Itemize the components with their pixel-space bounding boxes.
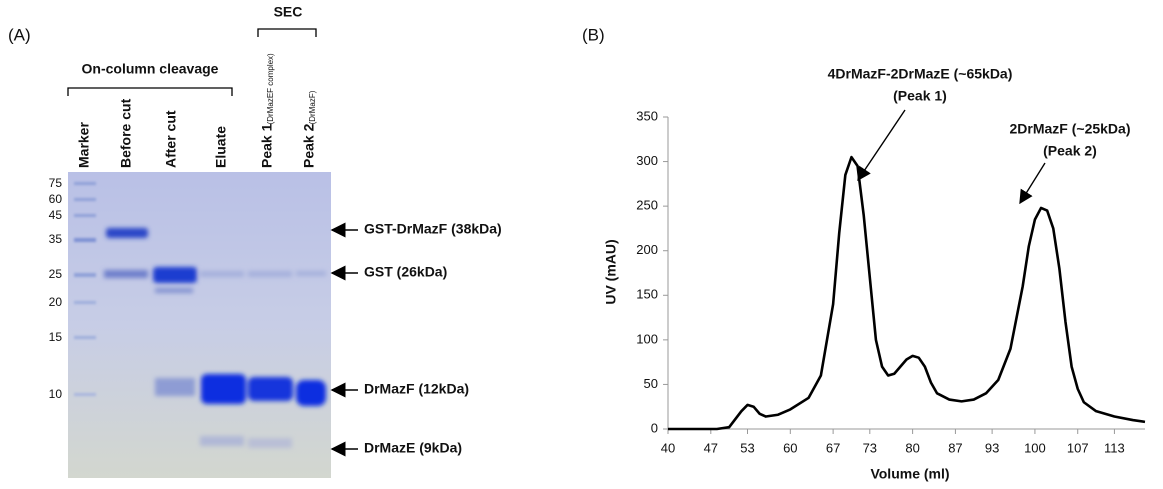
x-tick-label: 53 — [740, 440, 754, 455]
y-tick-label: 250 — [636, 198, 658, 213]
y-tick-label: 0 — [651, 420, 658, 435]
annotation: (Peak 2) — [1043, 143, 1097, 159]
annotation: 2DrMazF (~25kDa) — [1010, 121, 1131, 137]
lane-note: (DrMazEF complex) — [266, 53, 275, 124]
x-tick-label: 73 — [863, 440, 877, 455]
y-tick-label: 350 — [636, 108, 658, 123]
x-axis-label: Volume (ml) — [870, 466, 949, 482]
group-label: SEC — [274, 4, 303, 20]
band-label: DrMazE (9kDa) — [364, 440, 462, 456]
panel-label: (A) — [8, 25, 31, 44]
panel-label: (B) — [582, 25, 605, 44]
y-tick-label: 300 — [636, 153, 658, 168]
x-tick-label: 80 — [905, 440, 919, 455]
marker-size-label: 60 — [49, 192, 63, 206]
band-label: DrMazF (12kDa) — [364, 381, 469, 397]
annotation: (Peak 1) — [893, 88, 947, 104]
marker-size-label: 45 — [49, 208, 63, 222]
x-tick-label: 113 — [1104, 440, 1125, 455]
y-tick-label: 50 — [644, 376, 658, 391]
x-tick-label: 40 — [661, 440, 675, 455]
lane-label: Before cut — [118, 98, 134, 168]
x-tick-label: 47 — [704, 440, 718, 455]
lane-label: Eluate — [213, 126, 229, 168]
lane-label: Marker — [76, 122, 92, 168]
x-tick-label: 67 — [826, 440, 840, 455]
annotation: 4DrMazF-2DrMazE (~65kDa) — [828, 66, 1013, 82]
x-tick-label: 87 — [948, 440, 962, 455]
marker-size-label: 75 — [49, 176, 63, 190]
lane-label: After cut — [163, 110, 179, 168]
marker-size-label: 35 — [49, 232, 63, 246]
bracket — [258, 29, 316, 37]
band-label: GST (26kDa) — [364, 264, 447, 280]
group-label: On-column cleavage — [82, 61, 219, 77]
band-arrows — [332, 230, 358, 449]
y-tick-label: 150 — [636, 287, 658, 302]
line-series — [668, 157, 1145, 429]
x-tick-label: 107 — [1067, 440, 1089, 455]
y-axis-label: UV (mAU) — [603, 239, 619, 304]
x-tick-label: 93 — [985, 440, 999, 455]
annotation-arrow — [1020, 163, 1045, 203]
page: (A) On-column cleavage SEC GST-DrMazF (3… — [0, 0, 1163, 484]
lane-label: Peak 2 — [301, 123, 317, 168]
marker-size-label: 15 — [49, 330, 63, 344]
annotation-arrow — [858, 110, 905, 180]
lane-label: Peak 1 — [259, 123, 275, 168]
marker-size-label: 20 — [49, 295, 63, 309]
marker-size-label: 25 — [49, 267, 63, 281]
gel — [68, 172, 331, 478]
figure: (A) On-column cleavage SEC GST-DrMazF (3… — [0, 0, 1163, 484]
lane-note: (DrMazF) — [308, 90, 317, 124]
bracket — [68, 88, 232, 96]
y-tick-label: 200 — [636, 242, 658, 257]
x-tick-label: 60 — [783, 440, 797, 455]
marker-size-label: 10 — [49, 387, 63, 401]
band-label: GST-DrMazF (38kDa) — [364, 221, 502, 237]
y-tick-label: 100 — [636, 331, 658, 346]
x-tick-label: 100 — [1024, 440, 1046, 455]
